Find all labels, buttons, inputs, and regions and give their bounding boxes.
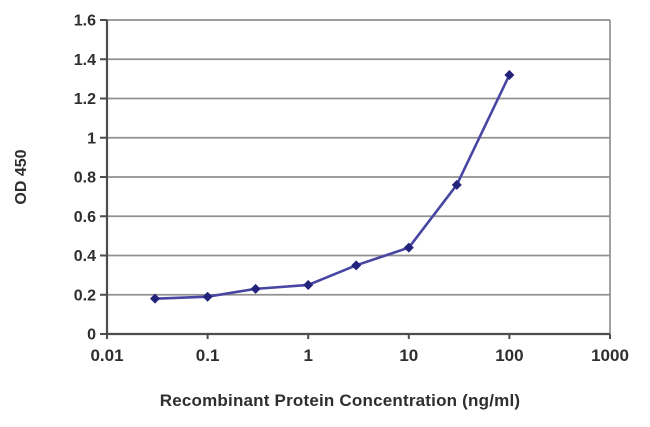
data-point-marker (250, 283, 261, 294)
x-tick-label: 10 (399, 346, 418, 365)
y-tick-label: 1.4 (74, 52, 96, 69)
y-tick-label: 0.6 (74, 209, 96, 226)
y-tick-label: 0.8 (74, 170, 96, 187)
data-point-marker (451, 179, 462, 190)
y-tick-label: 0 (87, 327, 96, 344)
data-point-marker (149, 293, 160, 304)
series-line (154, 74, 511, 300)
y-axis-title: OD 450 (13, 149, 30, 205)
x-tick-label: 0.1 (196, 346, 220, 365)
y-tick-label: 1 (87, 130, 96, 147)
data-point-marker (504, 69, 515, 80)
x-axis-title: Recombinant Protein Concentration (ng/ml… (159, 391, 521, 410)
data-point-marker (303, 279, 314, 290)
y-tick-label: 1.6 (74, 13, 96, 30)
data-point-marker (351, 260, 362, 271)
y-tick-label: 0.2 (74, 287, 96, 304)
data-point-marker (403, 242, 414, 253)
y-tick-label: 1.2 (74, 91, 96, 108)
data-point-marker (202, 291, 213, 302)
x-tick-label: 1 (303, 346, 312, 365)
x-tick-label: 100 (495, 346, 523, 365)
x-tick-label: 0.01 (90, 346, 123, 365)
y-tick-label: 0.4 (74, 248, 96, 265)
x-tick-label: 1000 (591, 346, 629, 365)
